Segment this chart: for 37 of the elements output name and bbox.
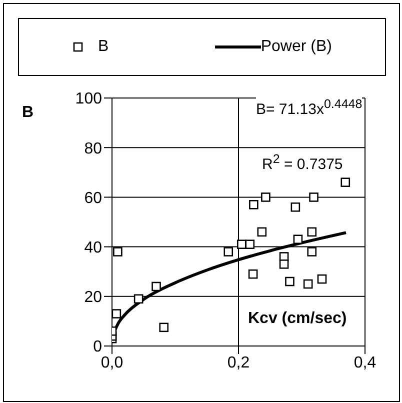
y-tick-label: 80 xyxy=(84,140,102,158)
y-tick-label: 100 xyxy=(75,90,102,108)
point xyxy=(224,247,234,256)
annotation: B= 71.13x$^{0.4448}$ xyxy=(256,96,362,118)
point xyxy=(261,192,270,202)
point xyxy=(290,202,300,212)
y-tick-label: 0 xyxy=(93,338,102,356)
point xyxy=(134,294,144,304)
y-tick-label: 60 xyxy=(84,190,102,207)
x-tick-label: 0,0 xyxy=(100,354,124,372)
point xyxy=(113,247,122,256)
point xyxy=(307,227,317,237)
legend-label: B xyxy=(98,38,109,56)
x-axis-title: Kcv (cm/sec) xyxy=(248,310,347,328)
point xyxy=(279,260,289,269)
annotation: R$^{2}$ = 0.7375 xyxy=(262,151,343,173)
point xyxy=(317,274,327,284)
point xyxy=(285,276,294,286)
x-tick-label: 0,2 xyxy=(227,354,250,372)
x-tick-label: 0,4 xyxy=(354,354,376,372)
y-tick-label: 40 xyxy=(84,239,102,256)
point xyxy=(112,309,122,318)
point xyxy=(309,192,318,202)
point xyxy=(248,269,258,279)
point xyxy=(245,240,255,249)
point xyxy=(307,247,317,256)
point xyxy=(237,240,246,249)
legend-label: Power (B) xyxy=(260,38,332,56)
point xyxy=(293,234,303,244)
y-tick-label: 20 xyxy=(84,289,102,306)
point xyxy=(340,178,350,187)
point xyxy=(159,322,169,332)
point xyxy=(257,227,267,237)
point xyxy=(249,200,258,210)
point xyxy=(303,279,313,289)
point xyxy=(152,282,161,292)
y-axis-title: B xyxy=(22,104,34,122)
